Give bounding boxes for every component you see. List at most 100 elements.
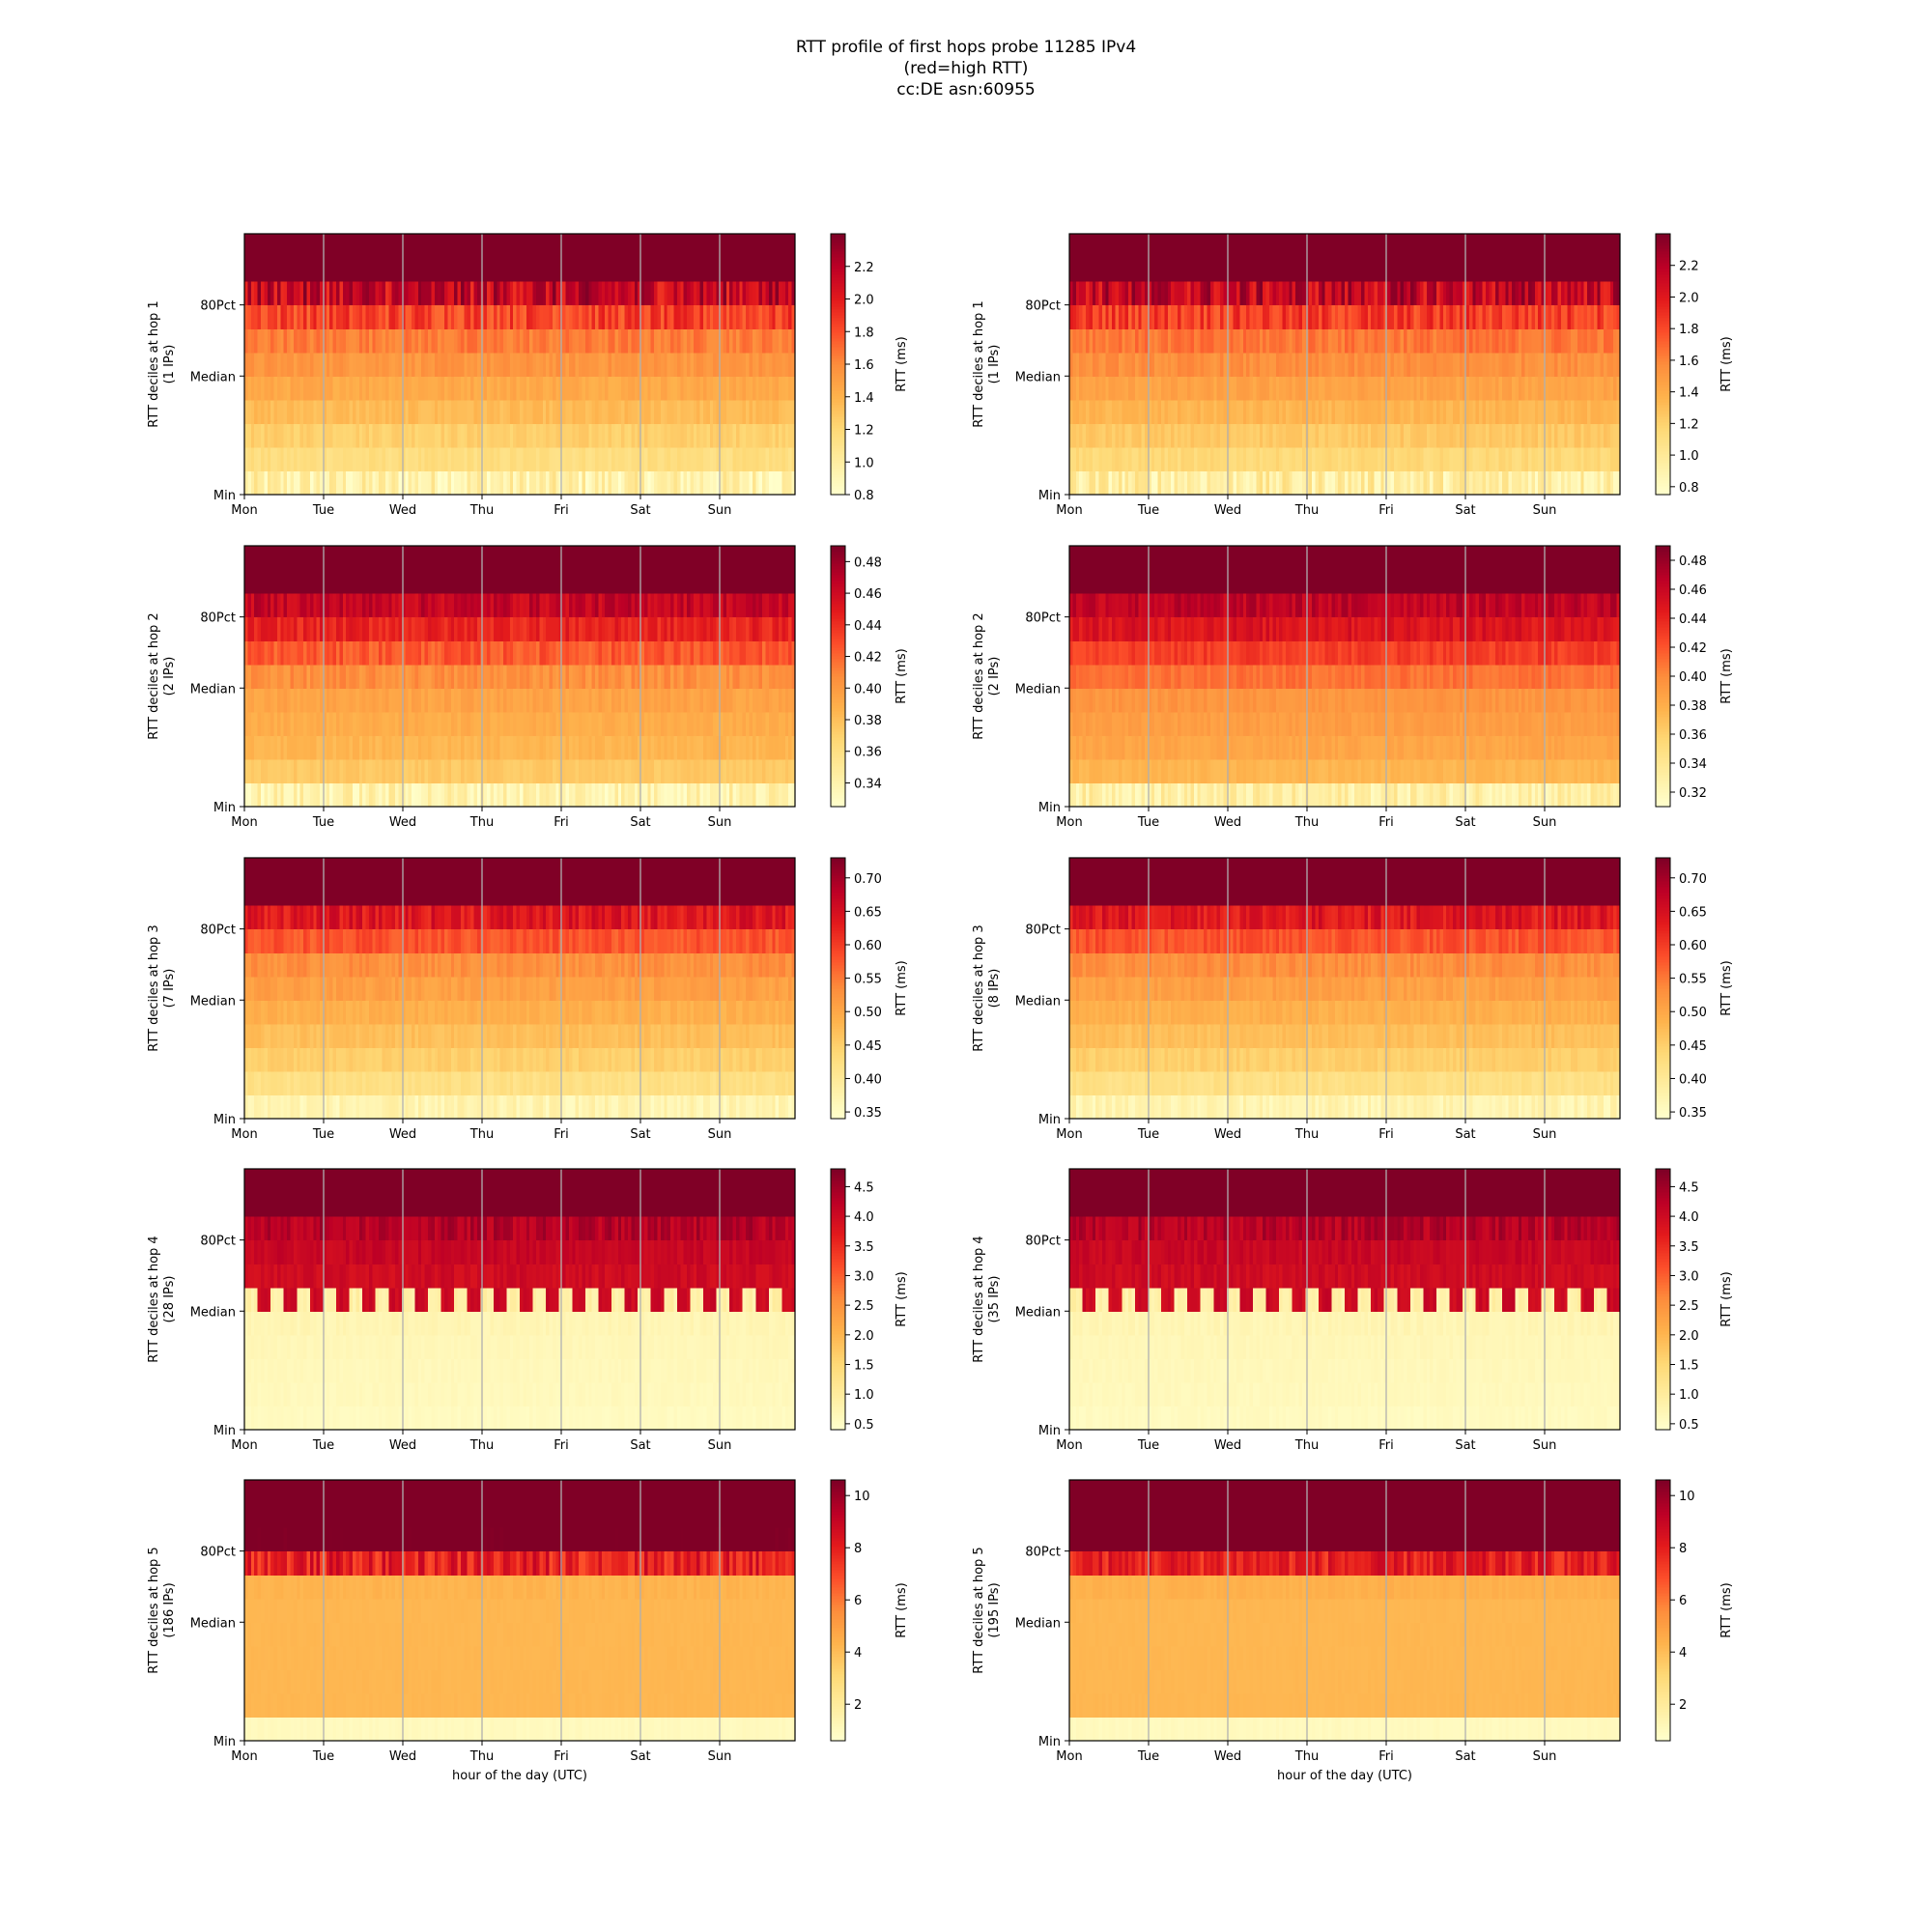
heatmap-cell [608,423,612,448]
heatmap-cell [352,328,356,354]
heatmap-cell [546,423,551,448]
heatmap-cell [349,328,354,354]
heatmap-cell [703,446,707,472]
heatmap-cell [384,664,389,689]
heatmap-cell [280,399,285,424]
heatmap-cell [749,470,753,496]
heatmap-cell [749,376,753,401]
heatmap-cell [443,234,448,259]
heatmap-cell [709,352,714,377]
heatmap-cell [323,352,327,377]
heatmap-cell [752,711,756,736]
heatmap-cell [539,376,544,401]
heatmap-cell [273,470,278,496]
heatmap-cell [503,328,508,354]
heatmap-cell [303,399,308,424]
heatmap-cell [732,352,737,377]
heatmap-cell [428,399,432,424]
heatmap-cell [1279,328,1284,354]
heatmap-cell [568,688,573,713]
heatmap-cell [1200,257,1205,282]
heatmap-cell [739,423,744,448]
heatmap-cell [358,423,363,448]
heatmap-cell [719,399,724,424]
heatmap-cell [535,304,540,329]
heatmap-cell [372,399,377,424]
x-tick-label: Thu [1294,503,1319,518]
heatmap-cell [503,376,508,401]
heatmap-cell [470,399,475,424]
heatmap-cell [1554,257,1559,282]
heatmap-cell [1475,423,1480,448]
heatmap-cell [1279,257,1284,282]
heatmap-cell [513,399,518,424]
heatmap-cell [765,304,770,329]
heatmap-cell [1485,234,1490,259]
heatmap-cell [667,423,671,448]
heatmap-cell [270,664,275,689]
heatmap-cell [1475,399,1480,424]
heatmap-cell [329,234,334,259]
heatmap-cell [254,352,259,377]
heatmap-cell [260,281,265,306]
heatmap-cell [1085,281,1090,306]
heatmap-cell [276,376,281,401]
heatmap-cell [535,688,540,713]
heatmap-cell [336,352,340,377]
heatmap-cell [634,470,639,496]
heatmap-cell [1577,376,1581,401]
heatmap-cell [476,711,481,736]
heatmap-cell [784,446,789,472]
heatmap-cell [257,376,262,401]
heatmap-cell [562,423,567,448]
heatmap-cell [443,281,448,306]
heatmap-cell [339,376,344,401]
heatmap-cell [490,446,495,472]
heatmap-cell [1393,376,1398,401]
heatmap-cell [379,376,384,401]
heatmap-cell [1209,399,1214,424]
heatmap-cell [421,470,426,496]
heatmap-cell [290,446,295,472]
heatmap-cell [290,399,295,424]
heatmap-cell [723,376,727,401]
heatmap-cell [1567,352,1572,377]
heatmap-cell [611,399,615,424]
heatmap-cell [742,664,747,689]
heatmap-cell [362,735,367,760]
heatmap-cell [1406,328,1411,354]
heatmap-cell [1187,446,1192,472]
heatmap-cell [1567,446,1572,472]
heatmap-cell [591,423,596,448]
heatmap-cell [244,352,248,377]
heatmap-cell [1118,304,1122,329]
heatmap-cell [732,399,737,424]
heatmap-cell [365,399,370,424]
heatmap-cell [687,352,692,377]
heatmap-cell [1338,376,1343,401]
heatmap-cell [355,423,360,448]
heatmap-cell [640,446,645,472]
heatmap-cell [379,423,384,448]
y-axis-label: RTT deciles at hop 1 [147,300,161,427]
heatmap-cell [762,423,767,448]
heatmap-cell [316,688,321,713]
heatmap-cell [591,328,596,354]
heatmap-cell [1209,352,1214,377]
heatmap-cell [388,470,393,496]
heatmap-cell [680,423,685,448]
heatmap-cell [1475,352,1480,377]
heatmap-cell [739,470,744,496]
heatmap-cell [316,735,321,760]
heatmap-cell [1256,423,1261,448]
heatmap-cell [362,281,367,306]
heatmap-cell [1498,328,1503,354]
heatmap-cell [1108,470,1113,496]
heatmap-cell [562,352,567,377]
heatmap-cell [1154,446,1159,472]
heatmap-cell [1393,399,1398,424]
heatmap-cell [293,758,298,784]
heatmap-cell [1613,328,1618,354]
heatmap-cell [1292,423,1296,448]
heatmap-cell [1085,328,1090,354]
